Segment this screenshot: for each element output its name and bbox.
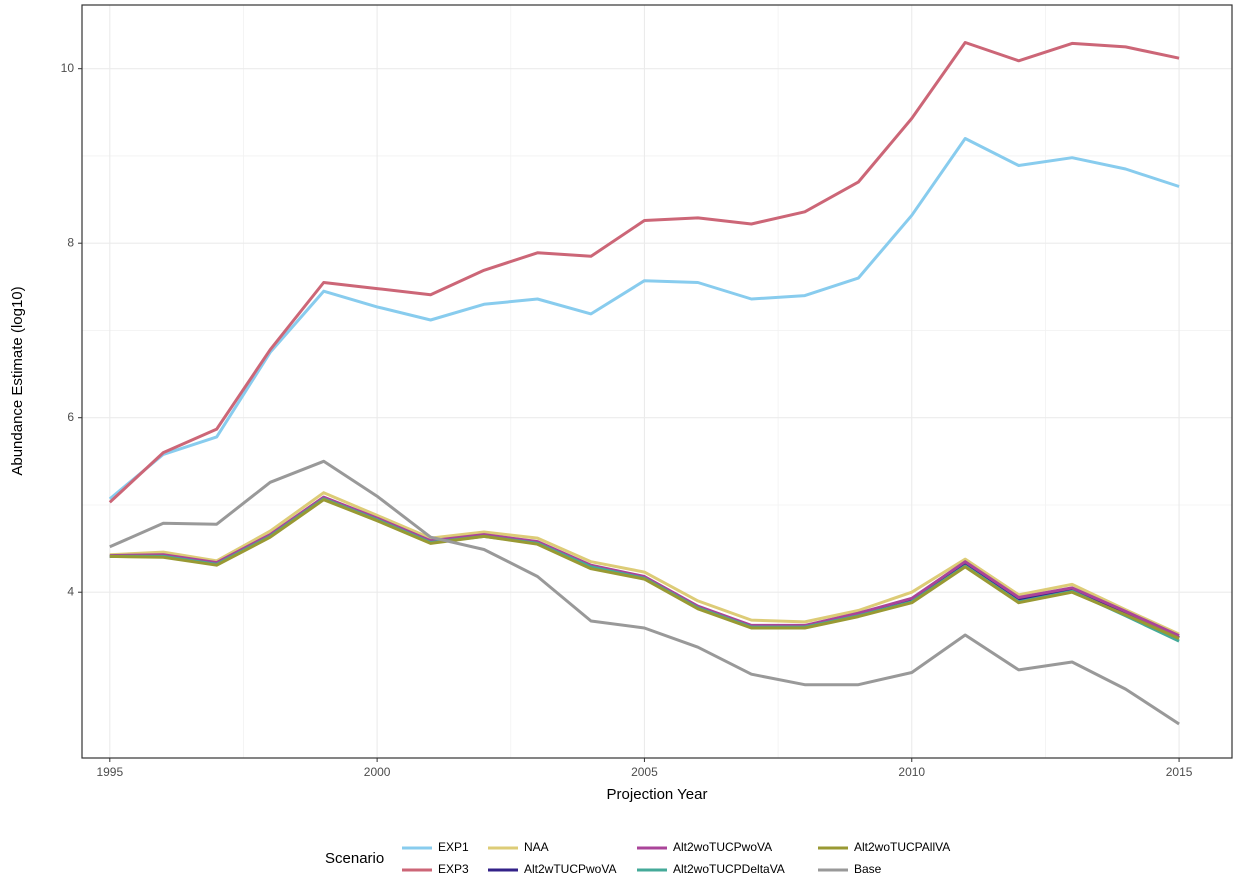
x-tick-label: 2000 <box>364 765 391 779</box>
legend-label: NAA <box>524 840 549 854</box>
y-tick-label: 6 <box>67 410 74 424</box>
legend-label: Alt2woTUCPDeltaVA <box>673 862 785 876</box>
y-tick-label: 8 <box>67 235 74 249</box>
x-tick-label: 2015 <box>1166 765 1193 779</box>
legend-title: Scenario <box>325 850 384 867</box>
line <box>109 498 1180 640</box>
legend-label: Alt2woTUCPAllVA <box>854 840 950 854</box>
plot-background <box>82 5 1232 758</box>
line <box>109 491 1180 636</box>
y-axis-title: Abundance Estimate (log10) <box>9 286 26 475</box>
legend-label: EXP3 <box>438 862 469 876</box>
legend-label: EXP1 <box>438 840 469 854</box>
y-tick-label: 4 <box>67 584 74 598</box>
x-tick-label: 2005 <box>631 765 658 779</box>
plot-border <box>81 4 1233 759</box>
line <box>108 137 1180 501</box>
legend-label: Base <box>854 862 882 876</box>
x-axis-title: Projection Year <box>607 786 708 803</box>
x-tick-label: 2010 <box>898 765 925 779</box>
line <box>109 459 1180 726</box>
line <box>108 41 1180 504</box>
legend-label: Alt2wTUCPwoVA <box>524 862 616 876</box>
x-tick-label: 1995 <box>96 765 123 779</box>
y-tick-label: 10 <box>61 61 75 75</box>
legend-label: Alt2woTUCPwoVA <box>673 840 772 854</box>
